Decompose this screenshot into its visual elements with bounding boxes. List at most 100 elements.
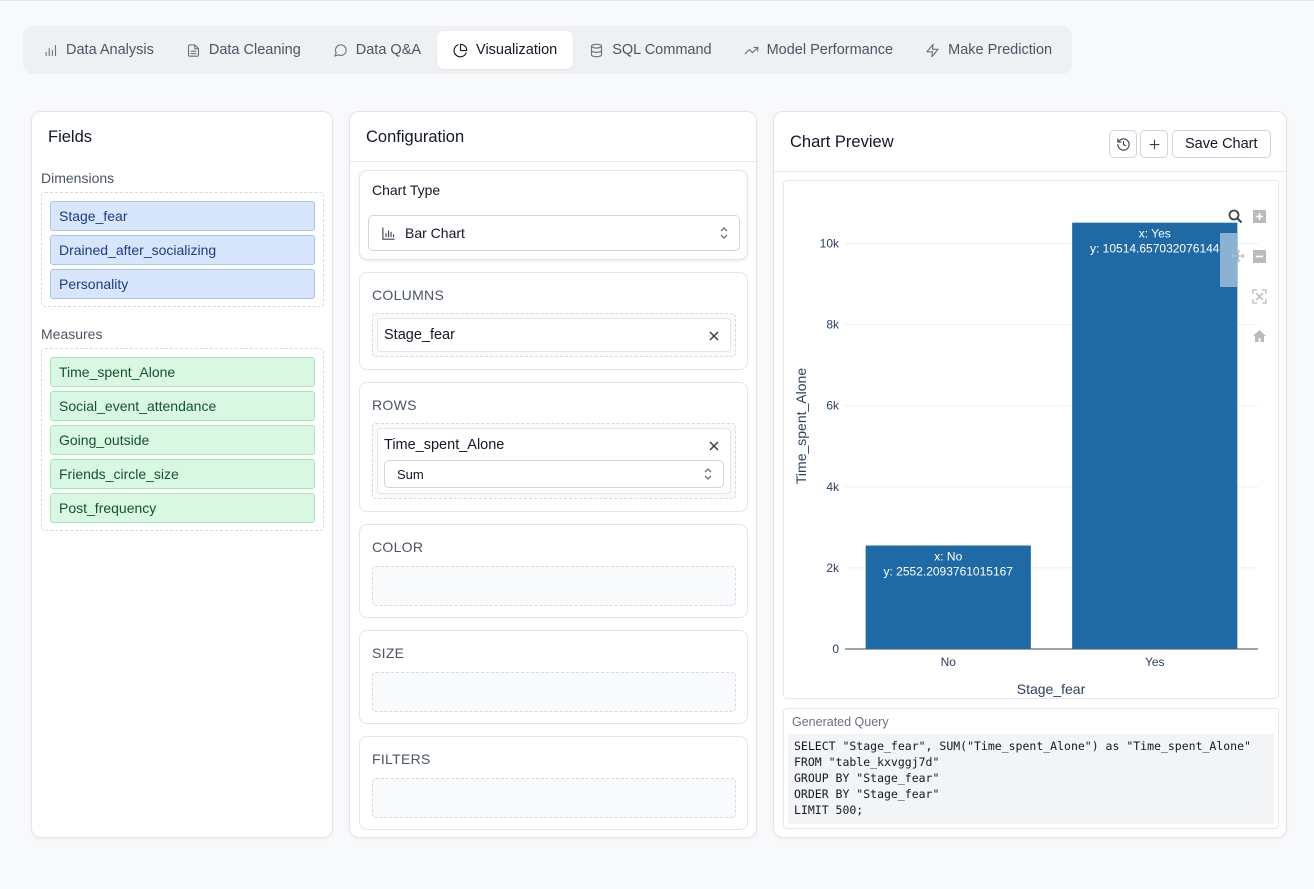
size-card: SIZE [359,630,748,724]
chart-type-card: Chart Type Bar Chart [359,170,748,260]
bar-chart-icon [382,227,395,240]
configuration-title: Configuration [366,128,465,146]
tab-data-cleaning[interactable]: Data Cleaning [170,31,317,69]
history-icon [1116,137,1130,151]
reset-axes-button[interactable] [1253,330,1266,342]
generated-query-label: Generated Query [792,715,889,729]
bar-chart-icon [45,44,57,56]
history-button[interactable] [1109,130,1137,158]
close-icon[interactable] [707,439,721,453]
columns-field-pill[interactable]: Stage_fear [377,318,731,352]
dimensions-label: Dimensions [41,170,115,186]
measure-chip-post-frequency[interactable]: Post_frequency [50,493,315,523]
columns-drop-zone[interactable]: Stage_fear [372,313,736,357]
measure-chip-time-spent-alone[interactable]: Time_spent_Alone [50,357,315,387]
size-drop-zone[interactable] [372,672,736,712]
filters-card: FILTERS [359,736,748,830]
tab-data-analysis[interactable]: Data Analysis [27,31,170,69]
zoom-in-button[interactable] [1253,210,1266,223]
tab-label: Model Performance [766,42,894,58]
chart-type-select[interactable]: Bar Chart [368,215,740,251]
chart-type-value: Bar Chart [405,225,465,241]
y-tick-labels: 0 2k 4k 6k 8k 10k [820,237,840,656]
tab-bar: Data Analysis Data Cleaning Data Q&A Vis… [23,26,1073,74]
save-chart-button[interactable]: Save Chart [1172,130,1271,158]
bars [865,222,1238,649]
x-tick-labels: No Yes [941,655,1165,669]
chart-preview-panel: Chart Preview Save Chart 0 2k 4k 6k 8k 10k No… [773,111,1287,838]
generated-query-box: Generated Query SELECT "Stage_fear", SUM… [783,708,1279,829]
zoom-button[interactable] [1228,209,1243,224]
y-tick-label: 10k [820,237,840,251]
autoscale-button[interactable] [1252,289,1267,304]
add-chart-button[interactable] [1140,130,1168,158]
tab-label: Data Analysis [66,42,154,58]
columns-card: COLUMNS Stage_fear [359,272,748,370]
bar-chart: 0 2k 4k 6k 8k 10k No Yes x: No y: 2552.20937610… [793,209,1267,697]
rows-field-pill[interactable]: Time_spent_Alone Sum [377,428,731,494]
fields-title: Fields [48,128,93,146]
rows-card: ROWS Time_spent_Alone Sum [359,382,748,512]
color-label: COLOR [372,539,424,555]
zoom-out-button[interactable] [1253,250,1266,263]
dimension-chip-personality[interactable]: Personality [50,269,315,299]
y-tick-label: 0 [832,642,839,656]
configuration-panel: Configuration Chart Type Bar Chart COLUM… [349,111,757,838]
measure-chip-going-outside[interactable]: Going_outside [50,425,315,455]
configuration-header: Configuration [350,112,756,162]
pie-chart-icon [453,43,468,57]
plus-icon [1149,139,1159,149]
y-axis-label: Time_spent_Alone [793,368,809,484]
x-tick-label: Yes [1145,655,1165,669]
chart-preview-title: Chart Preview [790,133,894,151]
chevron-updown-icon [720,227,728,239]
measures-list: Time_spent_Alone Social_event_attendance… [41,348,324,531]
database-icon [591,43,603,57]
tab-label: SQL Command [612,42,712,58]
columns-label: COLUMNS [372,287,445,303]
bar-yes[interactable] [1072,222,1238,649]
chart-modebar [1228,209,1267,342]
dimensions-list: Stage_fear Drained_after_socializing Per… [41,192,324,307]
measures-label: Measures [41,326,103,342]
aggregation-value: Sum [397,466,424,482]
measure-chip-social-event-attendance[interactable]: Social_event_attendance [50,391,315,421]
color-drop-zone[interactable] [372,566,736,606]
zap-icon [926,43,939,57]
data-labels: x: No y: 2552.2093761015167 x: Yes y: 10514… [884,227,1220,579]
tab-data-qa[interactable]: Data Q&A [317,31,437,69]
chart-preview-header: Chart Preview Save Chart [774,112,1286,172]
generated-query-code[interactable]: SELECT "Stage_fear", SUM("Time_spent_Alo… [788,734,1274,824]
modebar-hover-highlight [1220,233,1237,287]
filters-label: FILTERS [372,751,431,767]
rows-label: ROWS [372,397,417,413]
y-tick-label: 8k [826,318,840,332]
bar-no[interactable] [865,545,1031,649]
tab-model-performance[interactable]: Model Performance [728,31,910,69]
color-card: COLOR [359,524,748,618]
rows-drop-zone[interactable]: Time_spent_Alone Sum [372,423,736,499]
tab-label: Make Prediction [948,42,1053,58]
tab-label: Data Cleaning [208,42,301,58]
data-label: x: Yes y: 10514.657032076144 [1090,227,1220,256]
aggregation-select[interactable]: Sum [384,460,724,488]
y-tick-label: 6k [826,399,840,413]
pan-button[interactable] [1231,249,1245,263]
data-label: x: No y: 2552.2093761015167 [884,550,1014,579]
tab-make-prediction[interactable]: Make Prediction [909,31,1068,69]
close-icon[interactable] [707,329,721,343]
chart-plot-area: 0 2k 4k 6k 8k 10k No Yes x: No y: 2552.20937610… [783,180,1279,699]
dimension-chip-drained-after-socializing[interactable]: Drained_after_socializing [50,235,315,265]
dimension-chip-stage-fear[interactable]: Stage_fear [50,201,315,231]
filters-drop-zone[interactable] [372,778,736,818]
trending-up-icon [744,46,758,54]
chevron-updown-icon [704,468,712,480]
rows-field-name: Time_spent_Alone [384,437,505,453]
columns-field-name: Stage_fear [384,327,455,343]
chart-type-label: Chart Type [372,182,441,198]
tab-sql-command[interactable]: SQL Command [573,31,727,69]
x-axis-label: Stage_fear [1017,681,1086,697]
tab-visualization[interactable]: Visualization [437,31,574,69]
message-circle-icon [334,43,347,57]
measure-chip-friends-circle-size[interactable]: Friends_circle_size [50,459,315,489]
